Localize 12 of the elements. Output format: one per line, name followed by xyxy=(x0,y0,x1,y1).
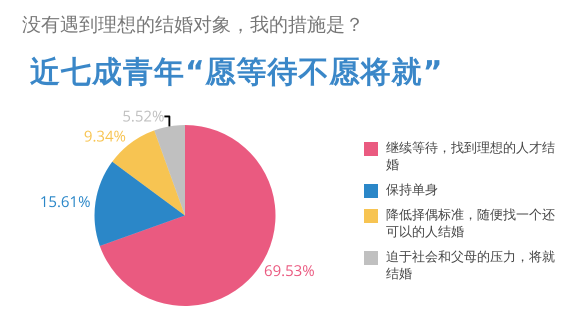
pie-slice xyxy=(154,125,185,216)
chart-title: 没有遇到理想的结婚对象，我的措施是？ xyxy=(22,13,364,38)
legend-label: 继续等待，找到理想的人才结婚 xyxy=(386,140,556,174)
legend-label: 迫于社会和父母的压力，将就结婚 xyxy=(386,249,556,283)
data-label: 69.53% xyxy=(264,260,315,281)
data-label: 5.52% xyxy=(122,106,164,126)
legend-label: 降低择偶标准，随便找一个还可以的人结婚 xyxy=(386,207,556,241)
pie-slice xyxy=(94,162,185,246)
chart-subtitle: 近七成青年“愿等待不愿将就” xyxy=(30,54,444,92)
data-label: 15.61% xyxy=(40,192,90,212)
data-label: 9.34% xyxy=(84,126,126,146)
legend-label: 保持单身 xyxy=(386,182,438,199)
